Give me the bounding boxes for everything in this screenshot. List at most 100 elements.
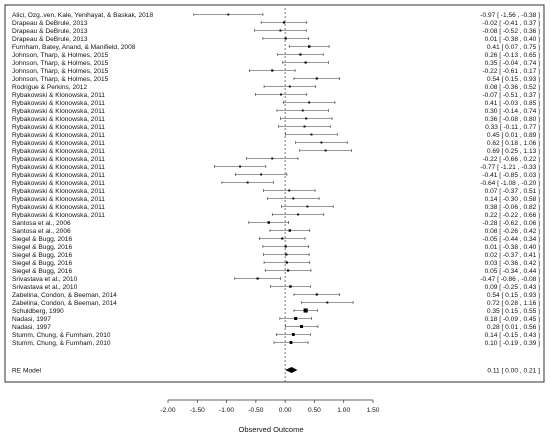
effect-size-label: -0.05 [ -0.44 , 0.34 ] — [482, 236, 540, 243]
point-estimate — [288, 229, 292, 232]
study-label: Rybakowski & Klonowska, 2011 — [12, 92, 105, 99]
effect-size-label: 0.69 [ 0.25 , 1.13 ] — [487, 148, 540, 155]
effect-size-label: -0.64 [ -1.08 , -0.20 ] — [480, 180, 540, 187]
study-rows: Alici, Ozg..ven, Kale, Yenihayat, & Bask… — [12, 12, 540, 347]
point-estimate — [284, 245, 287, 248]
study-label: Rybakowski & Klonowska, 2011 — [12, 172, 105, 179]
point-estimate — [267, 221, 270, 224]
study-label: Stumm, Chung, & Furnham, 2010 — [12, 340, 111, 347]
point-estimate — [307, 45, 311, 48]
study-label: Alici, Ozg..ven, Kale, Yenihayat, & Bask… — [12, 12, 153, 19]
effect-size-label: 0.14 [ -0.15 , 0.43 ] — [485, 332, 541, 339]
study-label: Santosa et al., 2006 — [12, 220, 71, 227]
study-label: Stumm, Chung, & Furnham, 2010 — [12, 332, 111, 339]
study-label: Rybakowski & Klonowska, 2011 — [12, 132, 105, 139]
study-label: Schuldberg, 1990 — [12, 308, 64, 315]
effect-size-label: 0.22 [ -0.22 , 0.66 ] — [485, 212, 541, 219]
effect-size-label: -0.02 [ -0.41 , 0.37 ] — [482, 20, 540, 27]
point-estimate — [285, 261, 288, 264]
point-estimate — [299, 53, 302, 56]
point-estimate — [227, 13, 230, 16]
point-estimate — [310, 133, 313, 136]
summary-diamond — [285, 367, 298, 373]
plot-frame — [4, 4, 545, 383]
point-estimate — [288, 189, 291, 192]
effect-size-label: 0.09 [ -0.25 , 0.43 ] — [485, 284, 541, 291]
study-label: Siegel & Bugg, 2016 — [12, 252, 72, 259]
point-estimate — [246, 181, 249, 184]
summary-row: RE Model 0.11 [ 0.00 , 0.21 ] — [12, 367, 540, 374]
x-axis-label: Observed Outcome — [238, 425, 303, 434]
point-estimate — [260, 173, 263, 176]
effect-size-label: 0.54 [ 0.15 , 0.93 ] — [487, 292, 540, 299]
point-estimate — [271, 69, 274, 72]
effect-size-label: 0.08 [ -0.36 , 0.52 ] — [485, 84, 541, 91]
point-estimate — [279, 29, 282, 32]
study-label: Rybakowski & Klonowska, 2011 — [12, 116, 105, 123]
effect-size-label: -0.22 [ -0.66 , 0.22 ] — [482, 156, 540, 163]
study-label: Srivastava et al., 2010 — [12, 276, 78, 283]
effect-size-label: -0.08 [ -0.52 , 0.36 ] — [482, 28, 540, 35]
effect-size-label: 0.01 [ -0.38 , 0.40 ] — [485, 36, 541, 43]
effect-size-label: -0.77 [ -1.21 , -0.33 ] — [480, 164, 540, 171]
point-estimate — [326, 301, 329, 304]
study-label: Nadasi, 1997 — [12, 324, 51, 331]
effect-size-label: 0.62 [ 0.18 , 1.06 ] — [487, 140, 540, 147]
effect-size-label: -0.41 [ -0.85 , 0.03 ] — [482, 172, 540, 179]
effect-size-label: 0.41 [ 0.07 , 0.75 ] — [487, 44, 540, 51]
study-label: Rybakowski & Klonowska, 2011 — [12, 156, 105, 163]
point-estimate — [297, 213, 299, 216]
x-tick-label: 0.50 — [308, 407, 321, 414]
x-tick-label: -2.00 — [160, 407, 175, 414]
study-label: Johnson, Tharp, & Holmes, 2015 — [12, 52, 109, 59]
point-estimate — [306, 205, 309, 208]
effect-size-label: 0.26 [ -0.13 , 0.65 ] — [485, 52, 541, 59]
point-estimate — [315, 293, 318, 296]
study-label: Siegel & Bugg, 2016 — [12, 236, 72, 243]
study-label: Srivastava et al., 2010 — [12, 284, 78, 291]
point-estimate — [291, 333, 295, 336]
point-estimate — [300, 325, 304, 328]
study-label: Rybakowski & Klonowska, 2011 — [12, 140, 105, 147]
study-label: Siegel & Bugg, 2016 — [12, 260, 72, 267]
effect-size-label: -0.22 [ -0.61 , 0.17 ] — [482, 68, 540, 75]
x-tick-label: 0.00 — [279, 407, 292, 414]
study-label: Nadasi, 1997 — [12, 316, 51, 323]
point-estimate — [271, 157, 274, 160]
study-label: Santosa et al., 2006 — [12, 228, 71, 235]
effect-size-label: 0.10 [ -0.19 , 0.39 ] — [485, 340, 541, 347]
effect-size-label: 0.07 [ -0.37 , 0.51 ] — [485, 188, 541, 195]
summary-value-label: 0.11 [ 0.00 , 0.21 ] — [487, 367, 540, 374]
study-label: Siegel & Bugg, 2016 — [12, 244, 72, 251]
effect-size-label: 0.18 [ -0.09 , 0.45 ] — [485, 316, 541, 323]
point-estimate — [287, 269, 290, 272]
point-estimate — [256, 277, 259, 280]
effect-size-label: 0.03 [ -0.36 , 0.42 ] — [485, 260, 541, 267]
study-label: Johnson, Tharp, & Holmes, 2015 — [12, 68, 109, 75]
point-estimate — [324, 149, 327, 152]
point-estimate — [289, 341, 293, 344]
effect-size-label: 0.38 [ -0.06 , 0.82 ] — [485, 204, 541, 211]
x-tick-label: -1.00 — [219, 407, 234, 414]
effect-size-label: 0.35 [ -0.04 , 0.74 ] — [485, 60, 541, 67]
effect-size-label: 0.72 [ 0.28 , 1.16 ] — [487, 300, 540, 307]
study-label: Drapeau & DeBrule, 2013 — [12, 20, 88, 27]
study-label: Rodrigue & Perkins, 2012 — [12, 84, 87, 91]
study-label: Rybakowski & Klonowska, 2011 — [12, 212, 105, 219]
point-estimate — [281, 237, 284, 240]
study-label: Rybakowski & Klonowska, 2011 — [12, 148, 105, 155]
study-label: Rybakowski & Klonowska, 2011 — [12, 180, 105, 187]
effect-size-label: -0.07 [ -0.51 , 0.37 ] — [482, 92, 540, 99]
point-estimate — [282, 21, 286, 24]
study-label: Rybakowski & Klonowska, 2011 — [12, 124, 105, 131]
point-estimate — [315, 77, 318, 80]
point-estimate — [280, 93, 282, 96]
study-label: Rybakowski & Klonowska, 2011 — [12, 196, 105, 203]
effect-size-label: 0.28 [ 0.01 , 0.56 ] — [487, 324, 540, 331]
effect-size-label: 0.33 [ -0.11 , 0.77 ] — [485, 124, 540, 131]
study-label: Rybakowski & Klonowska, 2011 — [12, 100, 105, 107]
point-estimate — [288, 85, 291, 88]
effect-size-label: -0.97 [ -1.56 , -0.38 ] — [480, 12, 540, 19]
point-estimate — [284, 37, 287, 40]
